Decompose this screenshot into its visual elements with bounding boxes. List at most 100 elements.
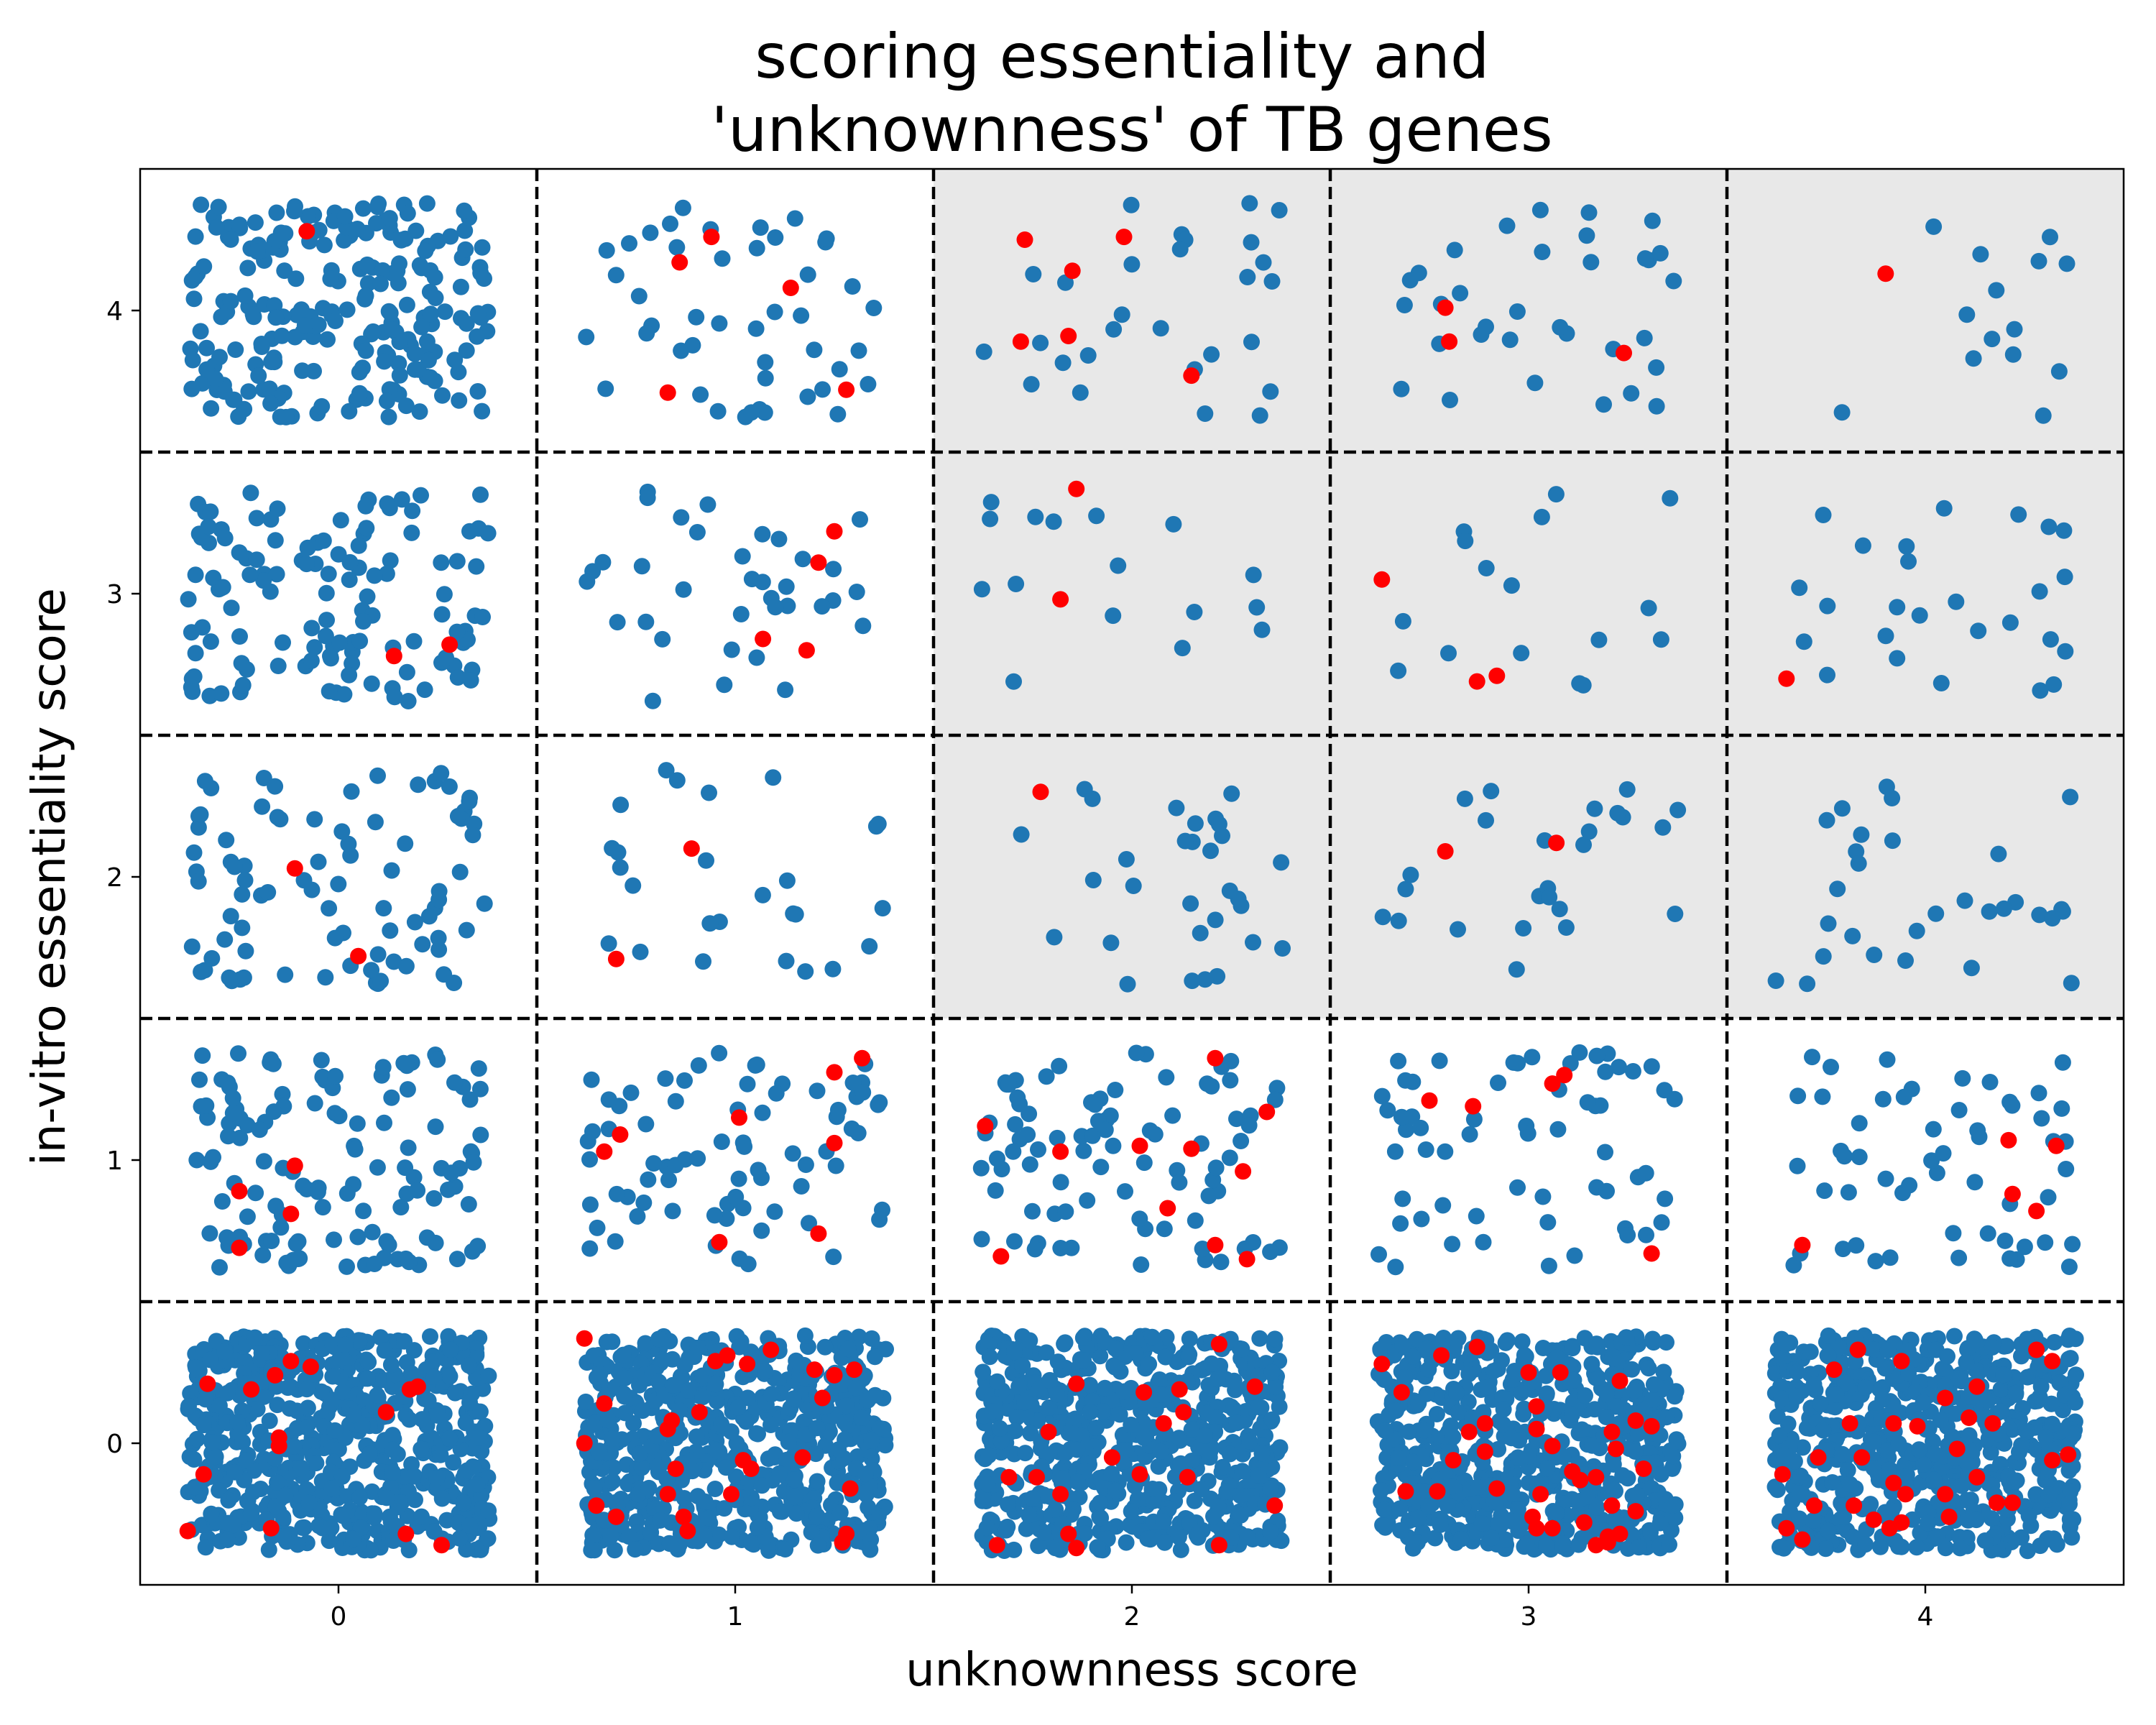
data-point (699, 496, 717, 513)
data-point (870, 1096, 887, 1113)
data-point (425, 1368, 443, 1386)
data-point (1022, 1425, 1039, 1442)
data-point (372, 275, 389, 293)
data-point (310, 853, 327, 870)
highlight-point (1429, 1483, 1446, 1500)
data-point (2035, 407, 2052, 424)
data-point (1187, 1212, 1204, 1229)
data-point (821, 1423, 838, 1440)
data-point (234, 886, 251, 903)
data-point (220, 1491, 237, 1509)
data-point (700, 1509, 717, 1527)
data-point (765, 769, 782, 786)
data-point (642, 224, 659, 242)
data-point (1184, 972, 1201, 990)
data-point (1047, 1501, 1064, 1518)
data-point (1984, 331, 2001, 348)
data-point (586, 1480, 603, 1497)
data-point (706, 1481, 724, 1497)
data-point (1995, 1366, 2012, 1384)
highlight-point (262, 1519, 280, 1537)
data-point (1483, 783, 1500, 800)
data-point (1118, 1534, 1135, 1551)
data-point (978, 1519, 995, 1537)
data-point (605, 1459, 622, 1476)
highlight-point (282, 1353, 300, 1370)
data-point (1394, 612, 1411, 630)
data-point (1105, 1137, 1122, 1154)
data-point (1392, 1522, 1409, 1539)
data-point (785, 905, 802, 922)
data-point (218, 1229, 236, 1246)
data-point (1956, 892, 1973, 909)
highlight-point (1052, 1143, 1069, 1160)
highlight-point (1877, 265, 1894, 282)
data-point (451, 392, 468, 409)
data-point (391, 334, 408, 351)
data-point (1156, 1220, 1173, 1238)
highlight-point (1881, 1519, 1898, 1537)
data-point (1153, 1386, 1170, 1403)
highlight-point (1968, 1468, 1986, 1486)
data-point (2031, 583, 2048, 600)
data-point (269, 1473, 285, 1491)
data-point (317, 969, 334, 986)
data-point (1387, 1259, 1404, 1276)
data-point (1623, 1361, 1641, 1378)
data-point (1666, 1388, 1683, 1405)
data-point (631, 1445, 648, 1463)
data-point (1774, 1350, 1792, 1366)
data-point (1501, 331, 1519, 349)
data-point (440, 1181, 456, 1198)
data-point (1075, 1352, 1092, 1369)
data-point (386, 689, 403, 706)
data-point (874, 900, 891, 917)
data-point (224, 1105, 241, 1122)
data-point (709, 1442, 726, 1458)
data-point (260, 1541, 277, 1558)
data-point (638, 325, 655, 342)
data-point (1935, 500, 1953, 517)
data-point (1495, 1416, 1511, 1433)
data-point (748, 239, 765, 257)
data-point (1629, 1425, 1646, 1443)
data-point (183, 380, 201, 397)
data-point (1197, 971, 1214, 988)
data-point (295, 872, 313, 889)
data-point (1180, 1348, 1197, 1366)
data-point (469, 383, 487, 400)
data-point (425, 1523, 443, 1540)
data-point (844, 278, 861, 295)
data-point (1850, 855, 1867, 872)
data-point (1023, 376, 1040, 393)
data-point (218, 832, 235, 849)
data-point (740, 1256, 757, 1273)
data-point (226, 858, 243, 875)
highlight-point (1885, 1414, 1902, 1432)
data-point (430, 883, 448, 900)
data-point (267, 532, 284, 549)
data-point (1164, 1107, 1181, 1124)
data-point (470, 1060, 487, 1077)
data-point (2013, 1437, 2030, 1454)
data-point (1927, 905, 1945, 922)
data-point (380, 408, 397, 426)
data-point (230, 1045, 247, 1062)
data-point (372, 1329, 390, 1346)
cell-group (1767, 778, 2080, 993)
data-point (430, 929, 447, 947)
data-point (1273, 854, 1290, 871)
data-point (472, 486, 489, 503)
highlight-point (1246, 1378, 1263, 1395)
data-point (1644, 1391, 1661, 1408)
data-point (1480, 1379, 1497, 1396)
data-point (208, 218, 225, 236)
data-point (1410, 1394, 1427, 1412)
data-point (2068, 1366, 2084, 1384)
data-point (321, 683, 338, 700)
data-point (998, 1522, 1015, 1539)
data-point (1866, 947, 1883, 963)
data-point (1636, 250, 1654, 267)
data-point (355, 613, 372, 630)
data-point (1648, 359, 1665, 376)
